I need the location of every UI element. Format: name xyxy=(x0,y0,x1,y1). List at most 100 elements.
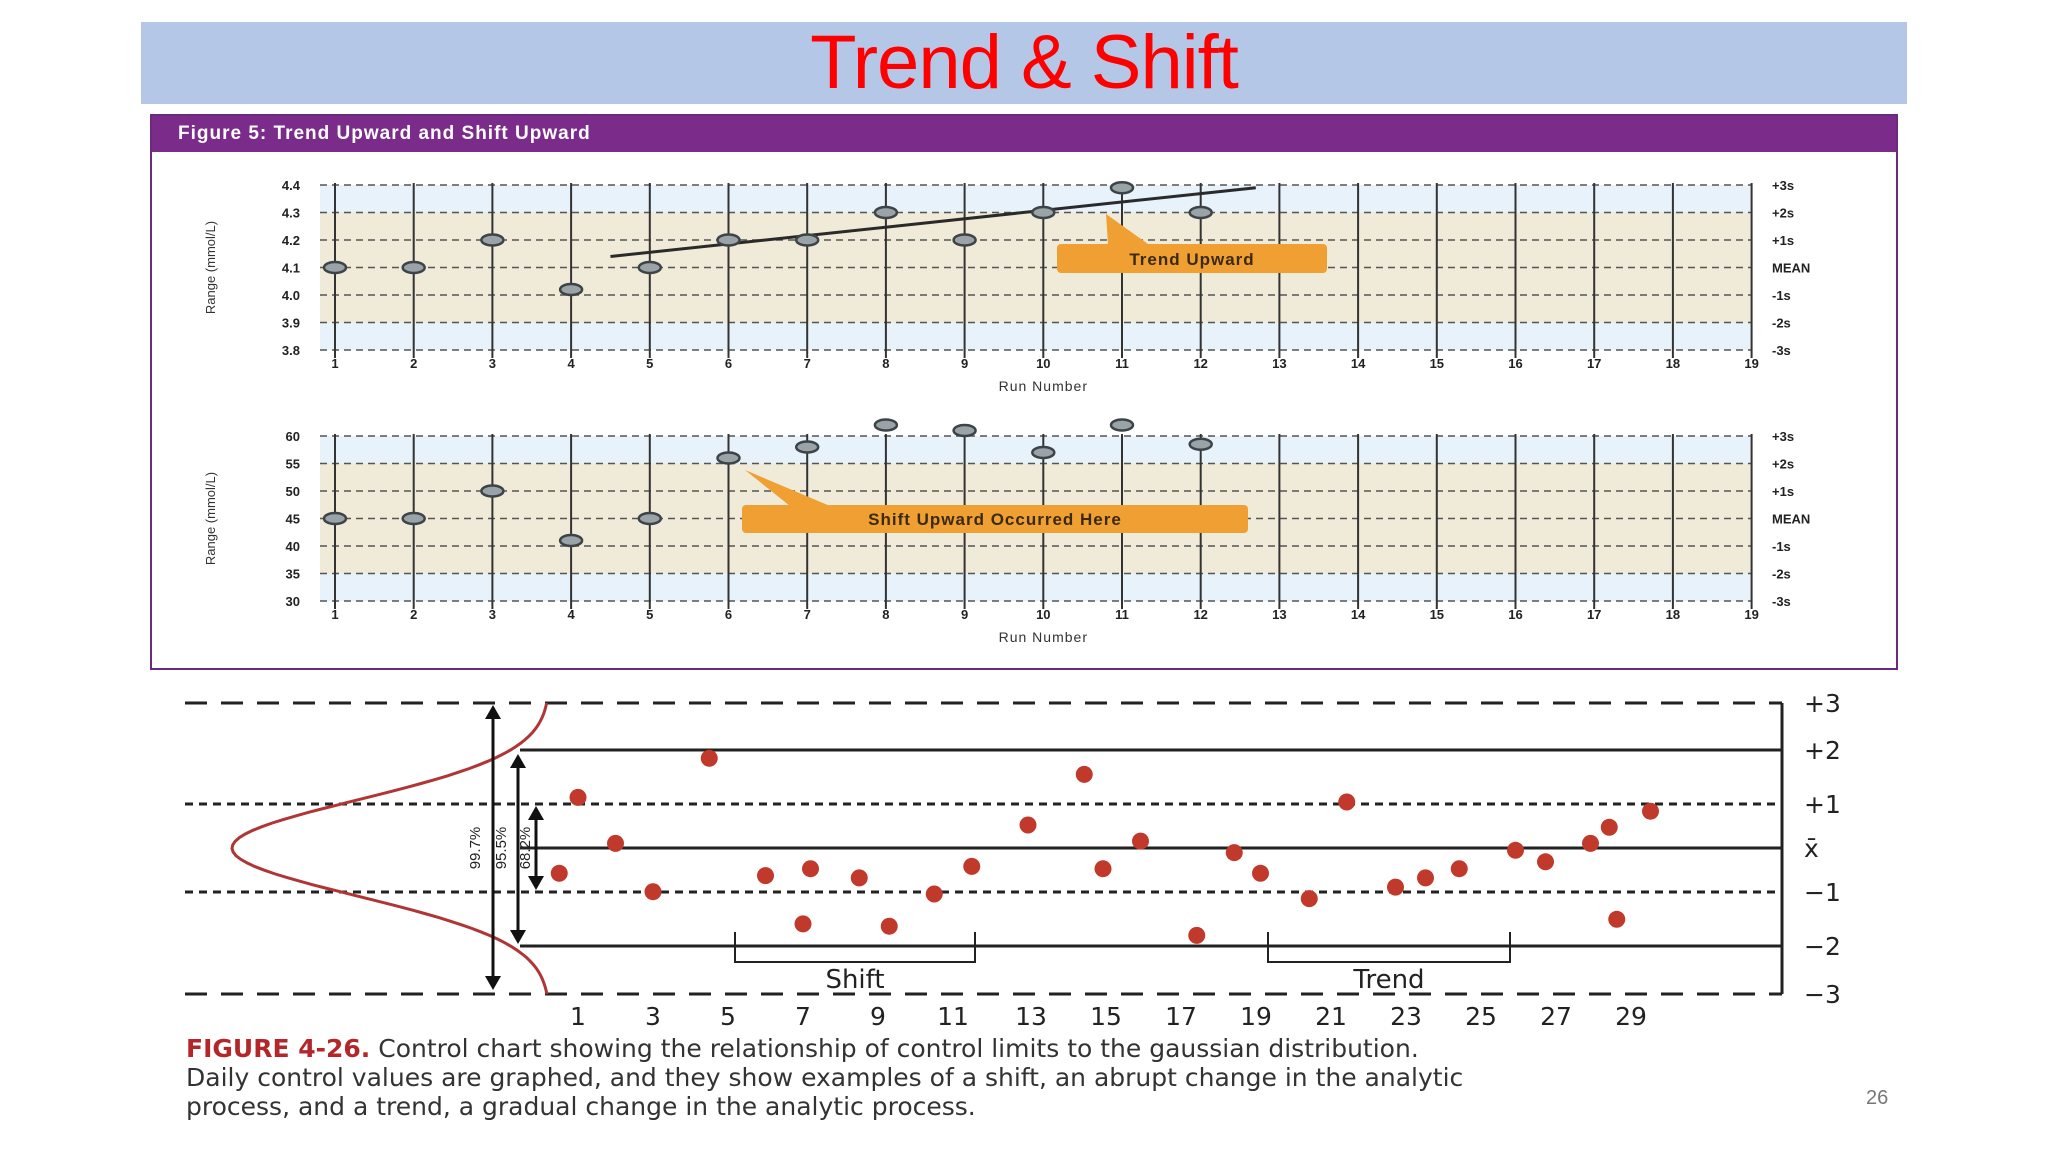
shift-chart-x-tick: 9 xyxy=(961,607,968,622)
range-arrow-682-head-down xyxy=(528,876,544,890)
trend-chart-x-tick: 11 xyxy=(1115,356,1129,371)
control-data-point xyxy=(850,869,868,887)
gaussian-x-tick: 17 xyxy=(1165,1002,1197,1031)
control-data-point xyxy=(794,915,812,933)
shift-chart-x-tick: 11 xyxy=(1115,607,1129,622)
gaussian-y-tick: +3 xyxy=(1804,689,1841,718)
shift-chart-data-point xyxy=(558,533,584,548)
trend-chart-x-tick: 17 xyxy=(1587,356,1601,371)
shift-chart-x-tick: 6 xyxy=(725,607,732,622)
control-data-point xyxy=(1019,816,1037,834)
control-data-point xyxy=(925,885,943,903)
control-data-point xyxy=(607,834,624,852)
caption-line-1: Control chart showing the relationship o… xyxy=(370,1034,1419,1063)
distribution-label: 95.5% xyxy=(493,827,510,870)
range-arrow-997 xyxy=(485,705,501,990)
control-data-point xyxy=(1600,818,1618,836)
control-data-point xyxy=(1338,793,1356,811)
shift-chart-x-tick: 1 xyxy=(331,607,338,622)
control-data-point xyxy=(802,860,819,878)
shift-chart-band xyxy=(320,573,1752,601)
trend-chart-data-point xyxy=(716,233,741,247)
trend-callout-pointer xyxy=(1106,214,1148,244)
range-arrow-997-head-up xyxy=(485,705,501,719)
trend-callout-box xyxy=(1057,244,1327,273)
trend-chart-sigma-label: +2s xyxy=(1772,206,1794,221)
gaussian-y-tick: +1 xyxy=(1804,790,1841,819)
control-data-point xyxy=(1188,926,1206,944)
shift-chart-y-tick: 35 xyxy=(286,567,300,582)
trend-chart-sigma-label: -3s xyxy=(1772,343,1791,358)
shift-chart-data-point xyxy=(952,423,977,438)
control-data-point xyxy=(1225,844,1243,862)
shift-chart-sigma-label: -3s xyxy=(1772,594,1791,609)
gaussian-y-tick: −1 xyxy=(1804,878,1841,907)
gaussian-x-tick: 13 xyxy=(1015,1002,1047,1031)
shift-chart-x-tick: 19 xyxy=(1744,607,1758,622)
trend-chart-y-tick: 4.0 xyxy=(282,288,300,303)
control-data-point xyxy=(757,867,774,885)
control-data-point xyxy=(880,917,898,935)
shift-callout: Shift Upward Occurred Here xyxy=(742,470,1248,533)
trend-chart-x-tick: 16 xyxy=(1508,356,1522,371)
control-data-point xyxy=(1507,841,1524,859)
gaussian-y-tick: −3 xyxy=(1804,980,1841,1009)
control-data-point xyxy=(1417,869,1434,887)
shift-chart-x-tick: 14 xyxy=(1351,607,1366,622)
shift-chart-x-label: Run Number xyxy=(999,629,1088,645)
shift-chart-sigma-label: +1s xyxy=(1772,484,1794,499)
gaussian-x-tick: 11 xyxy=(937,1002,969,1031)
shift-chart-x-tick: 15 xyxy=(1430,607,1444,622)
shift-chart-data-point xyxy=(873,418,899,432)
range-arrow-955-head-up xyxy=(510,754,526,768)
trend-chart-x-tick: 18 xyxy=(1666,356,1680,371)
trend-chart-x-tick: 9 xyxy=(961,356,968,371)
trend-chart-x-tick: 1 xyxy=(331,356,338,371)
shift-chart-x-tick: 2 xyxy=(410,607,417,622)
trend-line xyxy=(610,186,1256,258)
gaussian-y-tick: +2 xyxy=(1804,736,1841,765)
shift-chart-y-tick: 40 xyxy=(286,539,300,554)
trend-chart-x-tick: 12 xyxy=(1193,356,1207,371)
trend-chart-data-point xyxy=(637,260,663,275)
page-number: 26 xyxy=(1866,1087,1889,1109)
range-arrow-955-head-down xyxy=(510,930,526,944)
bracket-trend: Trend xyxy=(1267,932,1511,995)
slide-title-bar: Trend & Shift xyxy=(141,22,1907,104)
control-data-point xyxy=(569,788,587,806)
gaussian-curve xyxy=(230,702,549,995)
shift-chart-data-point xyxy=(794,440,820,454)
range-arrow-955 xyxy=(510,754,526,944)
shift-chart-sigma-label: +2s xyxy=(1772,457,1794,472)
trend-chart-band xyxy=(320,295,1752,323)
slide-title: Trend & Shift xyxy=(810,20,1239,105)
bracket-line xyxy=(734,932,976,963)
shift-chart-x-tick: 10 xyxy=(1036,607,1050,622)
control-data-point xyxy=(1132,832,1149,850)
trend-chart-data-point xyxy=(1188,205,1213,220)
control-data-point xyxy=(1450,860,1468,878)
shift-callout-label: Shift Upward Occurred Here xyxy=(868,510,1122,529)
trend-chart-x-tick: 19 xyxy=(1744,356,1758,371)
shift-callout-pointer xyxy=(745,470,830,506)
gaussian-y-tick: −2 xyxy=(1804,932,1841,961)
shift-chart-data-point xyxy=(1031,445,1056,460)
trend-chart-band xyxy=(320,322,1752,350)
control-data-point xyxy=(1608,910,1626,928)
gaussian-x-tick: 15 xyxy=(1090,1002,1122,1031)
trend-chart: 1 2 3 4 5 6 7 8 9 10 11 12 13 14 15 16 17 18 194.44.34.24.… xyxy=(203,178,1810,394)
shift-chart-band xyxy=(320,546,1752,574)
shift-chart-y-label: Range (mmol/L) xyxy=(203,472,218,565)
trend-chart-data-point xyxy=(1109,181,1135,195)
gaussian-x-tick: 19 xyxy=(1240,1002,1272,1031)
control-data-point xyxy=(1537,853,1554,871)
trend-chart-band xyxy=(320,267,1752,295)
trend-chart-x-tick: 13 xyxy=(1272,356,1286,371)
control-data-point xyxy=(1642,802,1659,820)
shift-chart-x-tick: 12 xyxy=(1193,607,1207,622)
trend-chart-x-tick: 5 xyxy=(646,356,653,371)
trend-chart-x-tick: 4 xyxy=(567,356,575,371)
shift-chart-sigma-label: MEAN xyxy=(1772,512,1810,527)
trend-chart-x-tick: 8 xyxy=(882,356,889,371)
